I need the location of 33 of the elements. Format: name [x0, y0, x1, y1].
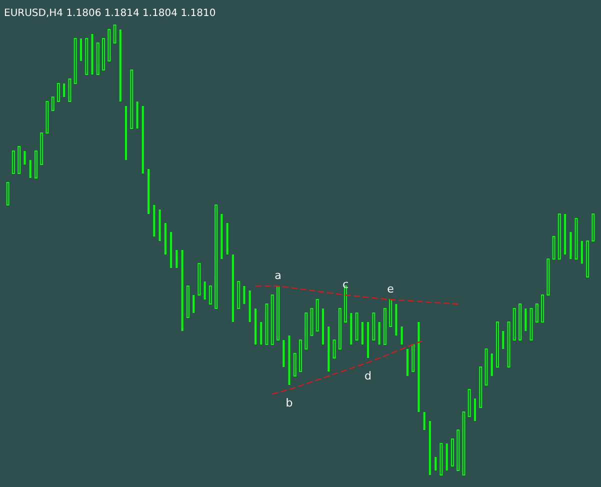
candlestick [192, 295, 195, 313]
annotation: a [274, 269, 282, 282]
candlestick [552, 236, 556, 260]
candlestick [535, 304, 538, 322]
candlestick [29, 160, 32, 178]
candlestick [490, 354, 493, 376]
candlestick [113, 24, 116, 44]
candlestick [51, 96, 54, 111]
candlestick [580, 241, 583, 264]
candlestick [56, 83, 60, 102]
candlestick [6, 182, 10, 206]
candlestick [361, 322, 364, 344]
annotation: b [286, 396, 293, 410]
candlestick [204, 282, 206, 300]
candlestick [260, 322, 262, 344]
candlestick [332, 340, 336, 358]
chart-title: EURUSD,H4 1.1806 1.1814 1.1804 1.1810 [4, 8, 216, 19]
annotation: e [387, 282, 394, 296]
candlestick [243, 286, 246, 304]
annotation: d [364, 370, 372, 382]
candlestick [68, 78, 72, 102]
candlestick [378, 322, 380, 344]
candlestick [208, 286, 212, 304]
candlestick [63, 84, 66, 97]
candlestick [24, 151, 26, 164]
candlestick [176, 250, 178, 268]
candlestick [293, 353, 296, 376]
candlestick [400, 326, 403, 344]
candlestick [502, 331, 504, 349]
candlestick [12, 150, 15, 174]
candlestick [524, 308, 527, 331]
candlestick [423, 412, 426, 430]
candlestick [434, 457, 437, 470]
